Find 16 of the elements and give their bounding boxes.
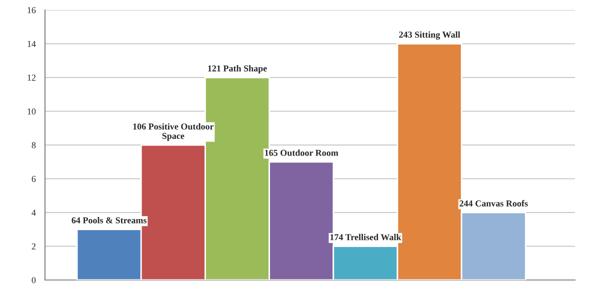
y-tick-label: 4 xyxy=(32,210,36,216)
y-tick-label: 10 xyxy=(28,108,36,114)
y-tick-label: 16 xyxy=(28,7,36,14)
x-tick-label: 121 Path Shape xyxy=(208,65,267,74)
x-tick-label: 243 Sitting Wall xyxy=(399,31,460,40)
y-tick-label: 8 xyxy=(32,142,36,148)
x-tick-label: 64 Pools & Streams xyxy=(72,217,147,224)
x-tick-label: 165 Outdoor Room xyxy=(265,150,338,156)
x-tick-label: 244 Canvas Roofs xyxy=(460,200,528,206)
y-tick-label: 6 xyxy=(32,176,36,182)
y-tick-label: 0 xyxy=(32,277,36,284)
x-tick-label: 106 Positive Outdoor Space xyxy=(133,123,214,141)
y-tick-label: 2 xyxy=(32,243,36,250)
x-tick-label: 174 Trellised Walk xyxy=(330,234,402,240)
y-tick-label: 12 xyxy=(28,74,36,81)
y-tick-label: 14 xyxy=(28,40,36,47)
